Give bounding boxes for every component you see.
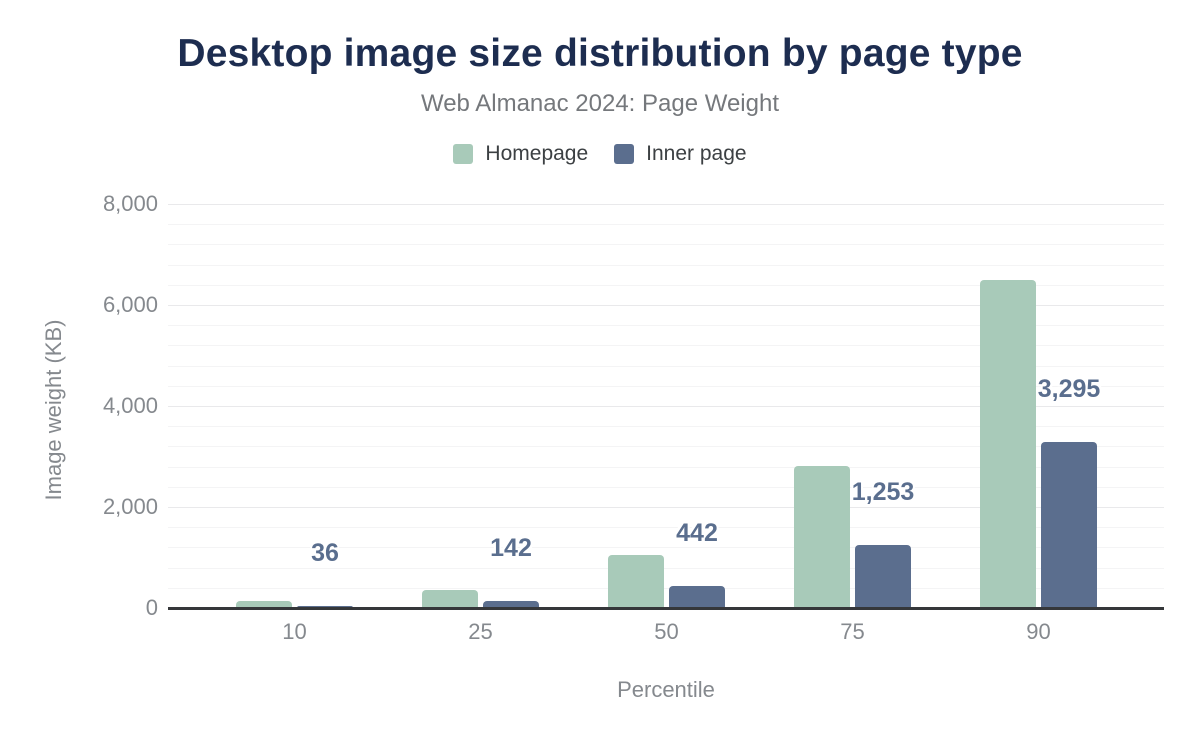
legend-item-homepage[interactable]: Homepage: [453, 142, 588, 166]
bar-inner-page-p50[interactable]: [669, 586, 725, 608]
x-axis-line: [168, 607, 1164, 610]
bar-inner-page-p25[interactable]: [483, 601, 539, 608]
bar-homepage-p10[interactable]: [236, 601, 292, 608]
y-tick-label-4000: 4,000: [102, 393, 158, 418]
minor-gridline-2400: [168, 486, 1164, 488]
minor-gridline-5200: [168, 345, 1164, 347]
chart-subtitle: Web Almanac 2024: Page Weight: [420, 90, 779, 117]
minor-gridline-4400: [168, 385, 1164, 387]
minor-gridline-7600: [168, 224, 1164, 226]
plot-area: 36 142 442 1,253 3,295: [168, 204, 1164, 608]
x-tick-label-10: 10: [282, 619, 307, 644]
minor-gridline-4800: [168, 365, 1164, 367]
chart-title: Desktop image size distribution by page …: [177, 32, 1023, 75]
legend-item-inner-page[interactable]: Inner page: [614, 142, 747, 166]
bar-homepage-p50[interactable]: [608, 555, 664, 608]
major-gridline-8000: [168, 204, 1164, 205]
data-label-inner-page-p90: 3,295: [1037, 375, 1101, 403]
x-tick-label-75: 75: [840, 619, 865, 644]
y-tick-label-2000: 2,000: [102, 494, 158, 519]
major-gridline-2000: [168, 507, 1164, 508]
data-label-inner-page-p25: 142: [490, 534, 532, 562]
legend-label: Homepage: [485, 142, 589, 165]
data-label-inner-page-p50: 442: [676, 519, 718, 547]
x-tick-label-50: 50: [654, 619, 679, 644]
minor-gridline-400: [168, 587, 1164, 589]
minor-gridline-3600: [168, 426, 1164, 428]
y-tick-label-0: 0: [145, 595, 158, 620]
minor-gridline-6400: [168, 284, 1164, 286]
bar-homepage-p25[interactable]: [422, 590, 478, 608]
data-label-inner-page-p75: 1,253: [851, 478, 915, 506]
major-gridline-6000: [168, 305, 1164, 306]
y-tick-label-6000: 6,000: [102, 292, 158, 317]
legend-swatch-homepage: [453, 144, 474, 164]
legend-label: Inner page: [646, 142, 747, 165]
legend: Homepage Inner page: [0, 142, 1200, 166]
x-tick-label-90: 90: [1026, 619, 1051, 644]
x-axis-title: Percentile: [617, 677, 715, 702]
minor-gridline-1200: [168, 547, 1164, 549]
bar-homepage-p90[interactable]: [980, 280, 1036, 608]
bar-inner-page-p90[interactable]: [1041, 442, 1097, 608]
minor-gridline-5600: [168, 325, 1164, 327]
minor-gridline-3200: [168, 446, 1164, 448]
legend-swatch-inner-page: [614, 144, 635, 164]
minor-gridline-2800: [168, 466, 1164, 468]
y-tick-label-8000: 8,000: [102, 191, 158, 216]
x-tick-label-25: 25: [468, 619, 493, 644]
data-label-inner-page-p10: 36: [311, 539, 339, 567]
bar-inner-page-p75[interactable]: [855, 545, 911, 608]
bar-homepage-p75[interactable]: [794, 466, 850, 608]
minor-gridline-800: [168, 567, 1164, 569]
minor-gridline-7200: [168, 244, 1164, 246]
minor-gridline-1600: [168, 527, 1164, 529]
minor-gridline-6800: [168, 264, 1164, 266]
major-gridline-4000: [168, 406, 1164, 407]
